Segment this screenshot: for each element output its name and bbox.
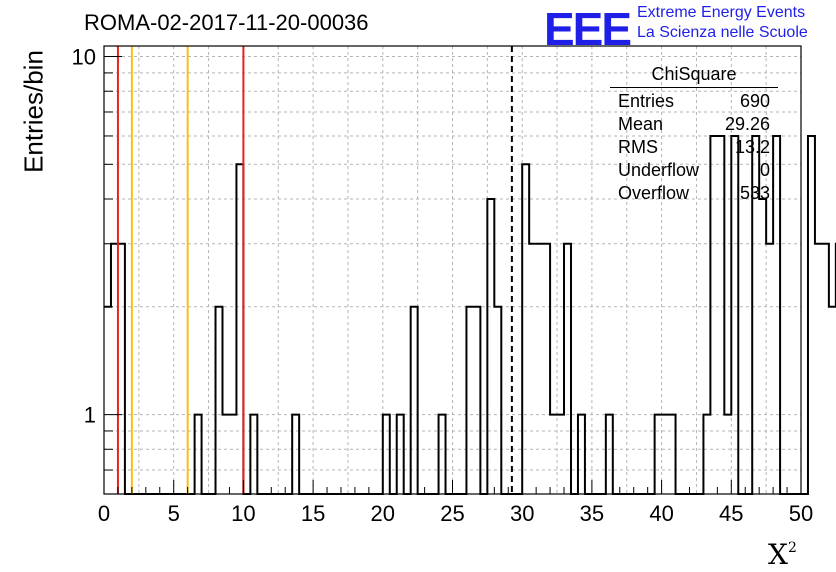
x-axis-label-superscript: 2 (787, 540, 797, 556)
eee-logo: EEE (544, 3, 632, 55)
stats-row: Underflow 0 (610, 159, 778, 182)
x-tick-label: 50 (789, 501, 813, 526)
logo-line-1: Extreme Energy Events (637, 4, 806, 21)
stats-row: Entries 690 (610, 90, 778, 113)
stats-label: Mean (618, 114, 664, 134)
stats-value: 29.26 (724, 114, 770, 134)
histogram-series (104, 134, 836, 495)
stats-box: ChiSquare Entries 690 Mean 29.26 RMS 13.2 U… (610, 64, 778, 205)
x-axis-label-base: X (768, 538, 788, 571)
x-axis-label: X2 (768, 538, 797, 571)
x-tick-label: 0 (98, 501, 110, 526)
chart-title: ROMA-02-2017-11-20-00036 (84, 10, 369, 35)
y-axis-label: Entries/bin (18, 50, 49, 173)
x-tick-label: 35 (580, 501, 604, 526)
x-tick-label: 45 (719, 501, 743, 526)
x-tick-label: 20 (371, 501, 395, 526)
x-tick-label: 30 (510, 501, 534, 526)
stats-row: Mean 29.26 (610, 113, 778, 136)
stats-value: 0 (759, 160, 770, 180)
stats-row: RMS 13.2 (610, 136, 778, 159)
x-tick-label: 5 (168, 501, 180, 526)
stats-value: 13.2 (734, 137, 770, 157)
stats-label: Entries (618, 91, 675, 111)
x-tick-label: 40 (649, 501, 673, 526)
stats-row: Overflow 533 (610, 182, 778, 205)
stats-value: 533 (739, 183, 770, 203)
logo-line-2: La Scienza nelle Scuole (637, 24, 808, 41)
y-tick-label: 10 (72, 45, 96, 70)
stats-label: Overflow (618, 183, 690, 203)
stats-label: RMS (618, 137, 658, 157)
x-tick-label: 15 (301, 501, 325, 526)
stats-label: Underflow (618, 160, 700, 180)
stats-title: ChiSquare (610, 64, 778, 88)
y-tick-label: 1 (84, 403, 96, 428)
stats-value: 690 (739, 91, 770, 111)
x-tick-label: 25 (440, 501, 464, 526)
x-tick-label: 10 (231, 501, 255, 526)
